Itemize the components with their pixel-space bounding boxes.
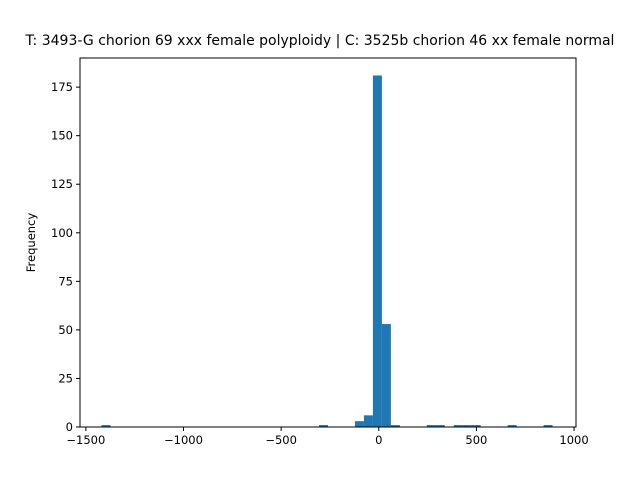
histogram-bar: [426, 425, 436, 427]
x-tick-label: 0: [375, 433, 382, 447]
y-tick-label: 100: [51, 226, 73, 240]
histogram-bars: [101, 75, 553, 428]
histogram-bar: [381, 324, 391, 427]
y-tick-label: 175: [51, 80, 73, 94]
histogram-bar: [354, 421, 364, 427]
y-tick-label: 25: [58, 371, 73, 385]
histogram-bar: [462, 425, 472, 427]
x-tick-label: −1500: [66, 433, 105, 447]
histogram-bar: [453, 425, 463, 427]
x-tick-label: −500: [265, 433, 297, 447]
histogram-bar: [471, 425, 481, 427]
histogram-bar: [507, 425, 517, 427]
chart-title: T: 3493-G chorion 69 xxx female polyploi…: [25, 33, 615, 49]
histogram-bar: [372, 75, 382, 428]
histogram-bar: [543, 425, 553, 427]
histogram-bar: [363, 415, 373, 427]
histogram-bar: [390, 425, 400, 427]
plot-frame: [79, 57, 577, 428]
y-tick-label: 75: [58, 274, 73, 288]
x-axis: −1500 −1000 −500 0 500 1000: [66, 427, 589, 447]
y-tick-label: 50: [58, 323, 73, 337]
x-tick-label: 500: [465, 433, 487, 447]
x-tick-label: −1000: [164, 433, 203, 447]
histogram-bar: [319, 425, 328, 427]
y-axis: 0 25 50 75 100 125 150 175: [51, 80, 80, 434]
x-tick-label: 1000: [559, 433, 588, 447]
y-axis-label: Frequency: [24, 213, 38, 273]
y-tick-label: 125: [51, 177, 73, 191]
histogram-bar: [101, 425, 111, 427]
histogram-bar: [435, 425, 445, 427]
y-tick-label: 0: [66, 420, 73, 434]
y-tick-label: 150: [51, 129, 73, 143]
